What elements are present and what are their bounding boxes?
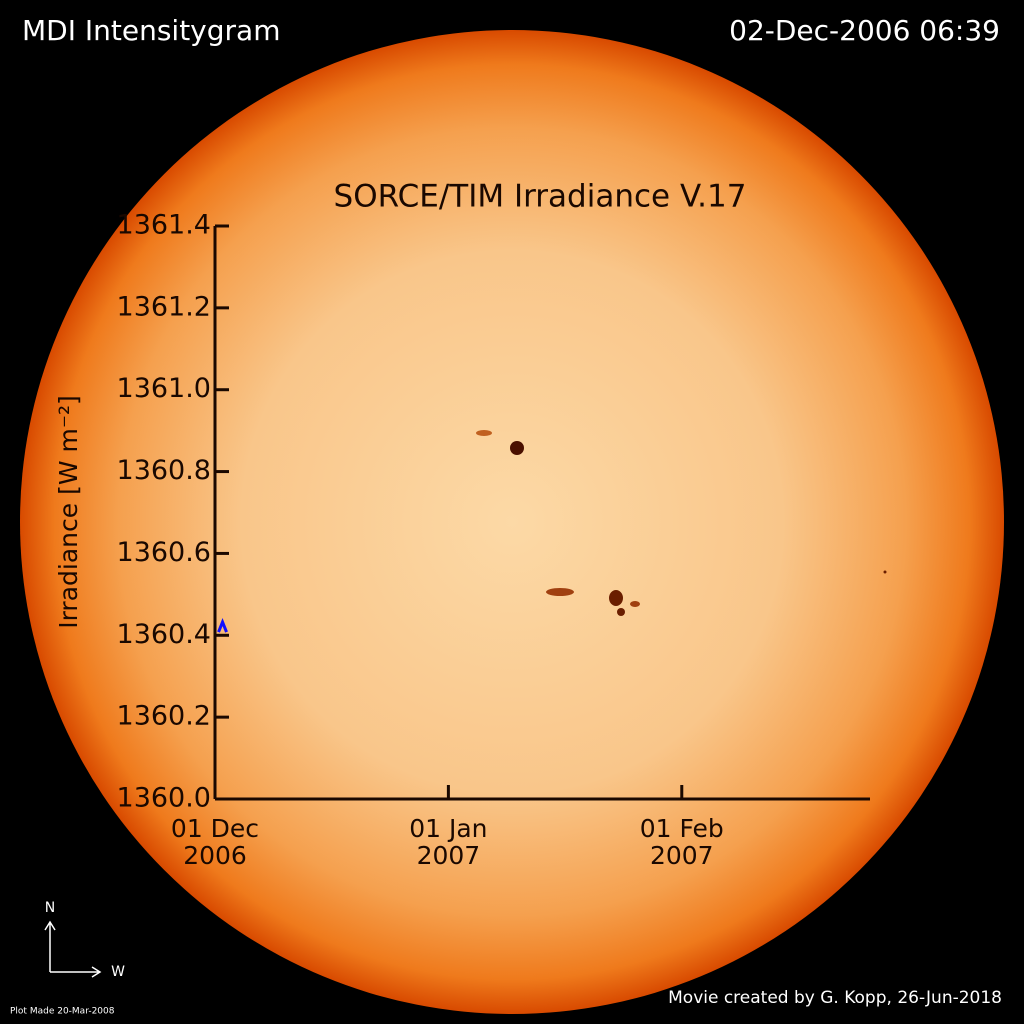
footer-left: Plot Made 20-Mar-2008 [10, 1007, 115, 1017]
y-tick-label: 1361.4 [117, 210, 211, 241]
x-tick-label: 2007 [417, 841, 481, 870]
data-point [217, 618, 228, 633]
y-tick-label: 1360.8 [117, 455, 211, 486]
compass-arrows [44, 920, 102, 978]
x-tick-label: 2007 [650, 841, 714, 870]
x-tick-label: 2006 [183, 841, 247, 870]
footer-right: Movie created by G. Kopp, 26-Jun-2018 [668, 988, 1002, 1008]
sun-disk [20, 30, 1004, 1014]
y-tick-label: 1361.0 [117, 373, 211, 404]
compass-north: N [45, 900, 55, 916]
x-tick-label: 01 Dec [171, 814, 259, 843]
header-right: 02-Dec-2006 06:39 [729, 14, 1000, 47]
y-axis-label: Irradiance [W m⁻²] [54, 395, 83, 629]
y-tick-label: 1360.2 [117, 701, 211, 732]
compass-west: W [111, 964, 125, 980]
y-tick-label: 1361.2 [117, 291, 211, 322]
sunspots [476, 430, 887, 616]
x-tick-label: 01 Jan [409, 814, 487, 843]
y-tick-label: 1360.4 [117, 619, 211, 650]
y-tick-label: 1360.6 [117, 537, 211, 568]
y-tick-label: 1360.0 [117, 783, 211, 814]
x-tick-label: 01 Feb [640, 814, 724, 843]
header-left: MDI Intensitygram [22, 14, 280, 47]
chart-title: SORCE/TIM Irradiance V.17 [334, 179, 747, 215]
